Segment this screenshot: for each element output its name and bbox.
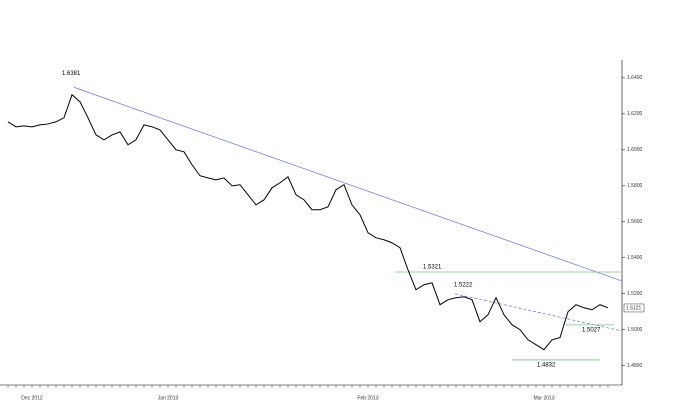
trendline-dashed (454, 293, 623, 332)
y-tick-label: 1.6000 (627, 147, 643, 153)
y-tick-label: 1.6200 (627, 111, 643, 117)
trendline (73, 87, 623, 282)
annotation: 1.4832 (537, 363, 556, 369)
x-tick-label: Jan 2013 (158, 395, 179, 401)
x-tick-label: Feb 2013 (357, 395, 378, 401)
last-price-box (623, 303, 645, 313)
y-tick-label: 1.4800 (627, 363, 643, 369)
y-tick-label: 1.5000 (627, 327, 643, 333)
annotation: 1.5222 (454, 282, 473, 288)
price-line (7, 93, 609, 351)
x-tick-label: Mar 2013 (533, 395, 554, 401)
y-tick-label: 1.6400 (627, 75, 643, 81)
y-tick-label: 1.5600 (627, 219, 643, 225)
annotation: 1.6381 (62, 71, 81, 77)
annotation: 1.5321 (423, 265, 442, 271)
last-price-label: 1.5121 (626, 305, 642, 311)
y-tick-label: 1.5200 (627, 291, 643, 297)
y-tick-label: 1.5400 (627, 255, 643, 261)
x-tick-label: Dec 2012 (21, 395, 43, 401)
annotation: 1.5027 (582, 327, 601, 333)
y-tick-label: 1.5800 (627, 183, 643, 189)
